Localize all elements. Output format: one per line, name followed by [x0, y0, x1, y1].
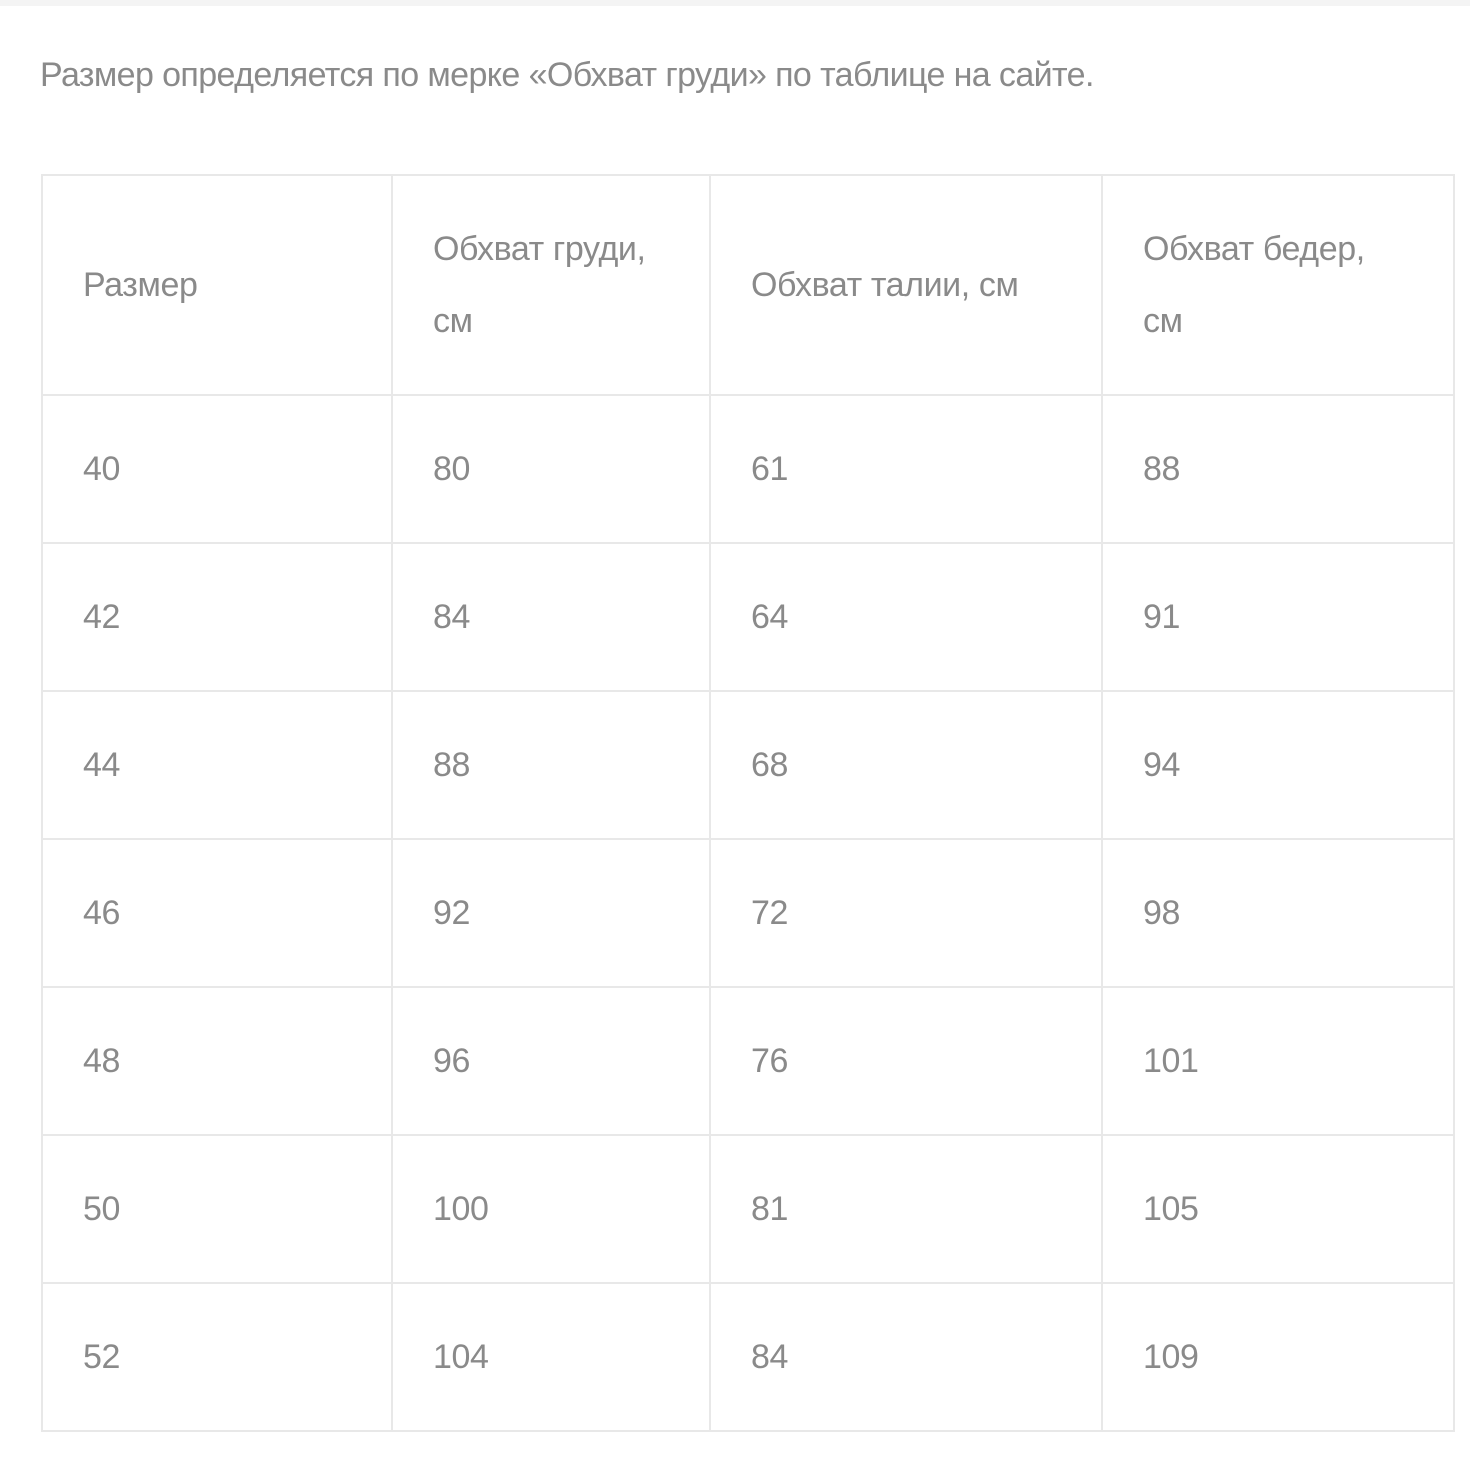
- table-row: 42 84 64 91: [41, 542, 1455, 692]
- cell-size: 42: [41, 542, 393, 692]
- cell-size: 52: [41, 1282, 393, 1432]
- cell-waist: 72: [709, 838, 1103, 988]
- cell-waist: 64: [709, 542, 1103, 692]
- table-row: 46 92 72 98: [41, 838, 1455, 988]
- cell-chest: 104: [391, 1282, 711, 1432]
- cell-waist: 76: [709, 986, 1103, 1136]
- cell-hips: 98: [1101, 838, 1455, 988]
- intro-text: Размер определяется по мерке «Обхват гру…: [40, 56, 1094, 94]
- cell-chest: 88: [391, 690, 711, 840]
- cell-hips: 88: [1101, 394, 1455, 544]
- cell-size: 40: [41, 394, 393, 544]
- header-chest: Обхват груди, см: [391, 174, 711, 396]
- cell-hips: 101: [1101, 986, 1455, 1136]
- cell-size: 50: [41, 1134, 393, 1284]
- cell-waist: 81: [709, 1134, 1103, 1284]
- cell-hips: 105: [1101, 1134, 1455, 1284]
- table-row: 50 100 81 105: [41, 1134, 1455, 1284]
- top-divider: [0, 0, 1470, 6]
- header-size: Размер: [41, 174, 393, 396]
- size-table: Размер Обхват груди, см Обхват талии, см…: [41, 174, 1455, 1432]
- cell-chest: 100: [391, 1134, 711, 1284]
- table-header-row: Размер Обхват груди, см Обхват талии, см…: [41, 174, 1455, 396]
- cell-waist: 68: [709, 690, 1103, 840]
- cell-size: 46: [41, 838, 393, 988]
- cell-chest: 84: [391, 542, 711, 692]
- table-row: 52 104 84 109: [41, 1282, 1455, 1432]
- cell-size: 44: [41, 690, 393, 840]
- table-row: 44 88 68 94: [41, 690, 1455, 840]
- cell-size: 48: [41, 986, 393, 1136]
- cell-hips: 94: [1101, 690, 1455, 840]
- header-hips: Обхват бедер, см: [1101, 174, 1455, 396]
- cell-waist: 84: [709, 1282, 1103, 1432]
- cell-hips: 109: [1101, 1282, 1455, 1432]
- cell-chest: 96: [391, 986, 711, 1136]
- cell-waist: 61: [709, 394, 1103, 544]
- cell-chest: 92: [391, 838, 711, 988]
- table-row: 40 80 61 88: [41, 394, 1455, 544]
- cell-hips: 91: [1101, 542, 1455, 692]
- table-row: 48 96 76 101: [41, 986, 1455, 1136]
- header-waist: Обхват талии, см: [709, 174, 1103, 396]
- cell-chest: 80: [391, 394, 711, 544]
